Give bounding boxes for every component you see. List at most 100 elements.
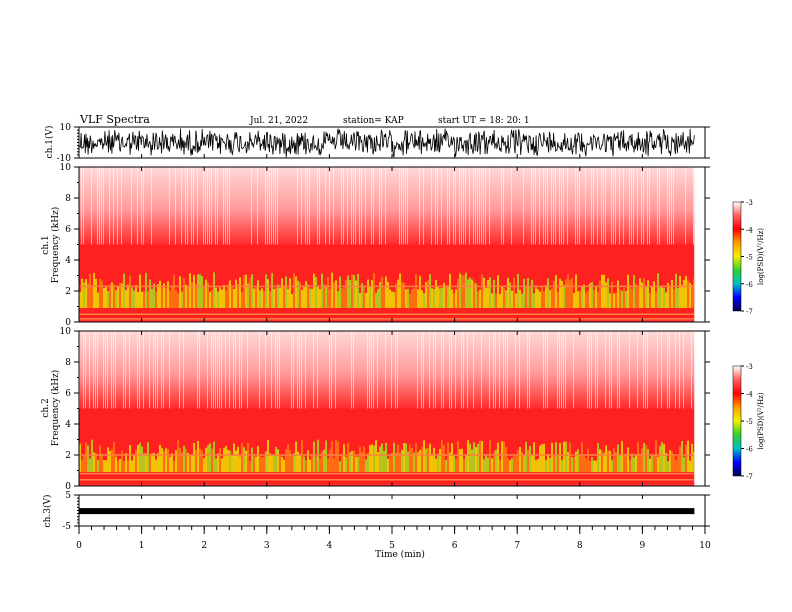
ch2-spectrogram-column	[153, 453, 155, 473]
ch2-spectrogram-column	[125, 453, 127, 473]
ch1-spectrogram-streak	[463, 167, 464, 245]
ch2-spectrogram-streak	[197, 331, 198, 409]
ch2-spectrogram-column	[101, 454, 103, 473]
colorbar-ch2	[732, 365, 742, 477]
ch1-spectrogram-streak	[483, 167, 484, 245]
ch1-spectrogram-column	[137, 291, 139, 309]
ch1-spectrogram-streak	[657, 167, 658, 245]
ch2-spectrogram-column	[693, 451, 695, 473]
ch2-spectrogram-streak	[129, 331, 130, 409]
ch2-spectrogram-streak	[329, 331, 330, 409]
ch2-spectrogram-streak	[353, 331, 354, 409]
ch1-spectrogram-column	[359, 293, 361, 309]
start-time-label: start UT = 18: 20: 1	[438, 116, 530, 126]
ch1-spectrogram-streak	[553, 167, 554, 245]
ch1-spectrogram-column	[607, 278, 609, 309]
ch1-spectrogram-column	[193, 275, 195, 309]
ch2-spectrogram-streak	[271, 331, 272, 409]
ch2-spectrogram-column	[199, 448, 201, 473]
ch2-spectrogram-column	[187, 452, 189, 473]
ch2-spectrogram-ytick-label: 10	[60, 327, 72, 337]
ch1-spectrogram-column	[473, 281, 475, 309]
ch2-spectrogram-column	[431, 453, 433, 473]
ch2-spectrogram-column	[141, 446, 143, 473]
ch2-spectrogram-streak	[573, 331, 574, 409]
ch2-spectrogram-column	[585, 458, 587, 473]
ch1-spectrogram-streak	[185, 167, 186, 245]
ch2-spectrogram-column	[529, 445, 531, 473]
ch2-spectrogram-column	[659, 446, 661, 473]
ch1-spectrogram-streak	[503, 167, 504, 245]
x-tick-label: 5	[389, 541, 395, 551]
ch1-spectrogram-streak	[479, 167, 480, 245]
ch2-spectrogram-column	[247, 442, 249, 473]
ch1-spectrogram-column	[601, 274, 603, 309]
ch1-spectrogram-streak	[355, 167, 356, 245]
ch2-spectrogram-column	[599, 449, 601, 473]
ch1-spectrogram-column	[647, 280, 649, 309]
ch2-spectrogram-column	[521, 451, 523, 473]
ch1-spectrogram-column	[553, 280, 555, 309]
ch2-spectrogram-column	[109, 451, 111, 473]
ch2-spectrogram-column	[151, 453, 153, 473]
ch1-spectrogram-image	[79, 167, 695, 322]
ch2-spectrogram-column	[441, 440, 443, 473]
ch1-spectrogram-column	[179, 276, 181, 309]
ch2-spectrogram-streak	[441, 331, 442, 409]
ch1-spectrogram-column	[613, 293, 615, 309]
ch2-spectrogram-column	[537, 458, 539, 473]
ch2-spectrogram-column	[133, 454, 135, 473]
ch1-spectrogram-column	[593, 289, 595, 309]
ch2-spectrogram-streak	[143, 331, 144, 409]
ch2-spectrogram-column	[261, 457, 263, 473]
ch1-spectrogram-column	[505, 290, 507, 309]
ch2-spectrogram-column	[215, 458, 217, 473]
colorbar-tick-label: -4	[746, 391, 753, 399]
ch2-spectrogram-streak	[667, 331, 668, 409]
ch2-spectrogram-column	[341, 455, 343, 473]
ch2-spectrogram-column	[313, 441, 315, 473]
ch2-spectrogram-column	[471, 449, 473, 473]
ch2-spectrogram-streak	[643, 331, 644, 409]
ch2-spectrogram-column	[377, 452, 379, 473]
ch1-spectrogram-streak	[143, 167, 144, 245]
ch1-spectrogram-column	[113, 284, 115, 309]
ch1-spectrogram-streak	[533, 167, 534, 245]
ch1-spectrogram-streak	[535, 167, 536, 245]
ch2-spectrogram-column	[579, 455, 581, 473]
ch1-spectrogram-column	[239, 277, 241, 309]
ch2-spectrogram-streak	[215, 331, 216, 409]
ch2-spectrogram-streak	[137, 331, 138, 409]
ch2-spectrogram-streak	[233, 331, 234, 409]
ch2-spectrogram-streak	[489, 331, 490, 409]
ch1-spectrogram-streak	[669, 167, 670, 245]
ch1-spectrogram-streak	[631, 167, 632, 245]
ch1-spectrogram-streak	[643, 167, 644, 245]
ch1-spectrogram-streak	[403, 167, 404, 245]
ch2-spectrogram-panel: 0 2 4 6 8 10	[60, 327, 710, 492]
ch2-spectrogram-column	[569, 442, 571, 473]
ch2-spectrogram-column	[491, 458, 493, 473]
ch2-spectrogram-column	[611, 459, 613, 473]
ch2-spectrogram-column	[407, 451, 409, 473]
ch1-spectrogram-streak	[113, 167, 114, 245]
ch2-spectrogram-column	[581, 442, 583, 473]
ch2-spectrogram-column	[379, 446, 381, 473]
ch2-spectrogram-streak	[95, 331, 96, 409]
ch2-spectrogram-column	[361, 451, 363, 473]
ch1-spectrogram-column	[467, 279, 469, 309]
ch1-spectrogram-streak	[615, 167, 616, 245]
ch2-spectrogram-column	[417, 452, 419, 473]
ch1-spectrogram-column	[543, 291, 545, 309]
ch2-spectrogram-streak	[377, 331, 378, 409]
ch1-spectrogram-column	[203, 287, 205, 309]
ch1-spectrogram-column	[413, 287, 415, 309]
ch1-spectrogram-streak	[373, 167, 374, 245]
ch2-spectrogram-column	[573, 456, 575, 473]
ch1-spectrogram-upper-band	[79, 167, 695, 245]
ch2-spectrogram-column	[593, 460, 595, 473]
ch1-spectrogram-column	[183, 278, 185, 309]
ch2-spectrogram-streak	[113, 331, 114, 409]
ch2-spectrogram-column	[297, 451, 299, 473]
ch2-spectrogram-column	[655, 440, 657, 473]
